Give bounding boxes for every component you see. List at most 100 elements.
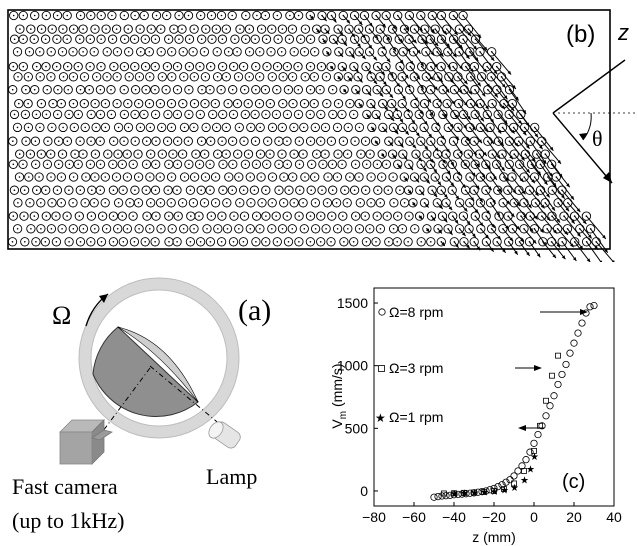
velocity-arrowhead [435,122,440,127]
particle [228,109,239,120]
particle-center [376,215,379,217]
particle [469,237,479,247]
particle-center [79,38,81,40]
velocity-arrowhead [481,92,486,97]
particle [19,185,30,195]
particle-center [221,215,223,217]
particle [73,159,83,169]
particle-center [94,102,96,105]
particle-center [313,76,316,78]
particle [261,185,271,195]
velocity-arrowhead [348,77,352,82]
particle-center [243,88,246,91]
particle-center [309,113,312,116]
velocity-arrow [470,103,485,122]
velocity-arrowhead [546,193,550,198]
particle [436,34,447,44]
particle [476,224,486,234]
theta-arc-arrow [579,133,587,140]
velocity-arrow [490,76,508,100]
velocity-arrowhead [576,208,581,212]
data-point-star: ★ [480,488,489,499]
velocity-arrowhead [571,219,575,224]
particle [343,72,353,82]
particle [520,149,531,159]
particle-center [145,140,148,142]
particle-center [122,189,124,191]
particle-center [293,51,296,53]
particle-center [61,153,64,155]
particle [164,211,174,221]
particle-center [160,51,162,53]
particle [405,85,415,95]
particle [294,136,304,146]
particle [367,122,377,133]
particle-center [325,228,327,230]
legend-marker-1rpm: ★ [375,411,386,425]
particle-center [314,228,317,230]
particle-center [19,28,21,30]
particle [371,237,381,247]
particle [436,136,446,146]
particle [377,47,387,57]
particle-center [79,14,82,17]
particle [414,109,424,120]
particle [470,85,480,95]
particle [89,198,99,208]
particle [426,136,436,146]
particle-center [199,14,202,17]
particle-center [376,163,379,166]
velocity-arrow [540,189,556,211]
velocity-arrowhead [429,76,434,81]
particle-center [370,202,372,204]
particle [354,172,364,182]
velocity-arrow [567,228,584,250]
particle [130,61,140,72]
particle [529,172,540,182]
particle [135,24,145,34]
particle [398,149,408,159]
particle-center [293,202,295,204]
particle [438,109,448,120]
particle [293,10,304,21]
particle-center [68,113,70,116]
particle [316,61,327,72]
velocity-arrowhead [526,168,530,173]
particle-center [27,102,29,105]
particle [36,98,47,109]
particle [184,109,194,120]
particle [130,10,140,21]
camera-icon [59,419,113,465]
particle [465,122,475,133]
particle [221,24,231,34]
particle [46,72,56,82]
particle [12,224,23,234]
velocity-arrow [563,215,581,238]
velocity-arrowhead [484,128,488,133]
particle [174,10,184,21]
particle-center [89,163,92,166]
velocity-arrowhead [522,131,527,136]
particle-center [35,241,37,243]
particle-center [149,228,151,230]
particle [409,72,419,82]
velocity-arrowhead [514,250,518,255]
particle-center [121,163,124,166]
data-point-square [549,372,555,379]
velocity-arrowhead [329,65,334,70]
particle-center [115,28,118,30]
particle [106,109,117,120]
particle-center [90,113,92,116]
particle [113,198,124,208]
particle [58,24,68,34]
particle [261,211,271,221]
particle [249,185,260,195]
particle [123,122,134,133]
particle-center [29,202,31,204]
particle-center [324,153,326,155]
particle [14,172,25,182]
particle-center [45,113,48,116]
particle-center [209,241,212,243]
particle-center [90,14,92,17]
particle-center [309,88,312,91]
